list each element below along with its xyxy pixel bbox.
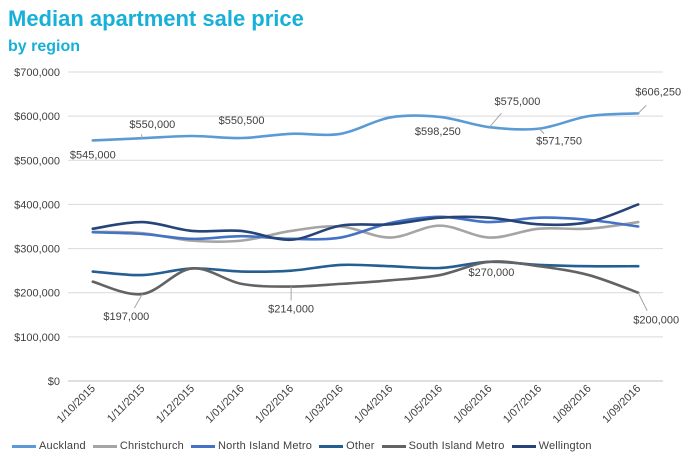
x-axis-tick-labels: 1/10/2015 1/11/2015 1/12/2015 1/01/2016 1/02… — [55, 383, 644, 426]
legend-item-auckland: Auckland — [12, 440, 86, 452]
x-tick-label: 1/11/2015 — [105, 383, 148, 426]
gridlines — [68, 71, 663, 382]
data-label: $214,000 — [268, 304, 314, 316]
data-label: $575,000 — [495, 96, 541, 108]
data-label: $545,000 — [70, 149, 116, 161]
data-label: $598,250 — [415, 126, 461, 138]
data-label-leader — [140, 134, 143, 139]
series-line-south-island-metro — [91, 260, 640, 296]
y-tick-label: $700,000 — [14, 67, 60, 79]
y-tick-label: $0 — [48, 376, 60, 388]
series-line-auckland — [91, 112, 640, 142]
legend-label: Auckland — [39, 440, 86, 452]
x-tick-label: 1/06/2016 — [451, 383, 494, 426]
x-tick-label: 1/03/2016 — [303, 383, 346, 426]
series-line-north-island-metro — [91, 215, 640, 241]
x-tick-label: 1/09/2016 — [600, 383, 643, 426]
legend-item-christchurch: Christchurch — [92, 440, 185, 452]
legend-label: South Island Metro — [408, 440, 505, 452]
x-tick-label: 1/07/2016 — [501, 383, 544, 426]
data-label: $270,000 — [469, 267, 515, 279]
y-tick-label: $100,000 — [14, 332, 60, 344]
legend-item-south-island-metro: South Island Metro — [381, 440, 505, 452]
x-tick-label: 1/01/2016 — [204, 383, 247, 426]
legend-swatch — [381, 444, 406, 448]
x-tick-label: 1/10/2015 — [55, 383, 98, 426]
legend-item-north-island-metro: North Island Metro — [191, 440, 312, 452]
x-tick-label: 1/04/2016 — [352, 383, 395, 426]
legend-label: Wellington — [538, 440, 592, 452]
data-label: $550,000 — [129, 119, 175, 131]
data-label-leader — [538, 128, 545, 134]
legend-swatch — [12, 444, 36, 448]
chart-subtitle: by region — [8, 38, 81, 55]
data-label-leader — [637, 292, 648, 311]
legend-item-wellington: Wellington — [511, 440, 592, 452]
data-labels: $545,000 $550,000 $550,500 $598,250 $575,000… — [70, 86, 681, 326]
series-line-wellington — [91, 203, 640, 242]
series-lines — [91, 112, 640, 296]
data-label: $550,500 — [219, 115, 265, 127]
x-tick-label: 1/12/2015 — [154, 383, 197, 426]
x-tick-label: 1/05/2016 — [402, 383, 445, 426]
data-label-leader — [133, 293, 143, 309]
legend-label: Christchurch — [119, 440, 185, 452]
legend-swatch — [319, 444, 344, 448]
data-label: $200,000 — [633, 315, 679, 327]
legend-label: Other — [346, 440, 375, 452]
y-tick-label: $600,000 — [14, 111, 60, 123]
legend-swatch — [92, 444, 117, 448]
legend-label: North Island Metro — [218, 440, 313, 452]
data-label-leader — [637, 105, 647, 114]
legend-swatch — [511, 444, 536, 448]
data-label: $606,250 — [635, 86, 681, 98]
legend: Auckland Christchurch North Island Metro Ot… — [12, 440, 599, 452]
data-label-leader — [489, 112, 502, 128]
y-tick-label: $500,000 — [14, 155, 60, 167]
y-axis-tick-labels: $0 $100,000 $200,000 $300,000 $400,000 $500,0… — [14, 67, 60, 388]
legend-swatch — [191, 444, 216, 448]
y-tick-label: $400,000 — [14, 199, 60, 211]
y-tick-label: $200,000 — [14, 288, 60, 300]
data-label: $197,000 — [103, 311, 149, 323]
chart-title: Median apartment sale price — [8, 6, 304, 31]
x-tick-label: 1/08/2016 — [551, 383, 594, 426]
legend-item-other: Other — [319, 440, 375, 452]
series-line-christchurch — [91, 220, 640, 244]
data-label: $571,750 — [536, 136, 582, 148]
y-tick-label: $300,000 — [14, 244, 60, 256]
x-tick-label: 1/02/2016 — [253, 383, 296, 426]
